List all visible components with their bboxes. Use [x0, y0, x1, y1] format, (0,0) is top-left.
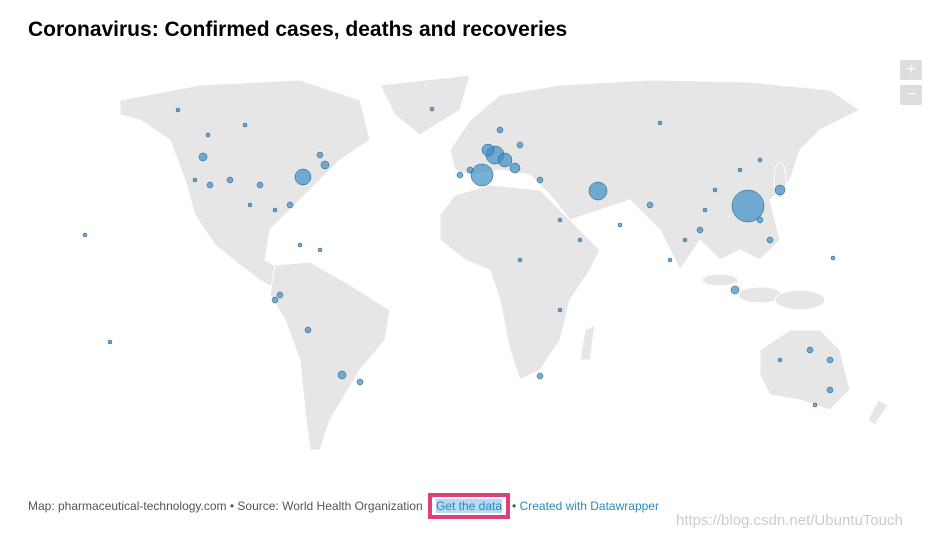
- bubble[interactable]: [516, 141, 524, 149]
- bubble[interactable]: [304, 326, 312, 334]
- bubble[interactable]: [356, 378, 364, 386]
- bubble[interactable]: [256, 181, 264, 189]
- bubble[interactable]: [826, 356, 834, 364]
- bubble[interactable]: [320, 160, 330, 170]
- bubble[interactable]: [812, 402, 818, 408]
- bubble[interactable]: [731, 189, 765, 223]
- bubbles: [82, 106, 836, 408]
- bubble[interactable]: [429, 106, 435, 112]
- bubble[interactable]: [696, 226, 704, 234]
- bubble[interactable]: [757, 157, 763, 163]
- bubble[interactable]: [226, 176, 234, 184]
- bubble[interactable]: [337, 370, 347, 380]
- bubble[interactable]: [774, 184, 786, 196]
- credit: Map: pharmaceutical-technology.com • Sou…: [28, 499, 423, 513]
- bubble[interactable]: [496, 126, 504, 134]
- bubble[interactable]: [294, 168, 312, 186]
- bubble[interactable]: [466, 166, 474, 174]
- bubble[interactable]: [497, 152, 513, 168]
- bubble[interactable]: [276, 291, 284, 299]
- zoom-out[interactable]: −: [900, 85, 922, 105]
- land: [119, 74, 889, 451]
- bubble[interactable]: [317, 247, 323, 253]
- bubble[interactable]: [536, 176, 544, 184]
- bubble[interactable]: [286, 201, 294, 209]
- bubble[interactable]: [702, 207, 708, 213]
- created-link[interactable]: Created with Datawrapper: [519, 499, 659, 513]
- bubble[interactable]: [577, 237, 583, 243]
- bubble[interactable]: [557, 217, 563, 223]
- map: [82, 74, 889, 451]
- bubble[interactable]: [271, 296, 279, 304]
- bubble[interactable]: [509, 162, 521, 174]
- bubble[interactable]: [588, 181, 608, 201]
- bubble[interactable]: [756, 216, 764, 224]
- bubble[interactable]: [175, 107, 181, 113]
- zoom-in[interactable]: +: [900, 60, 922, 80]
- bubble[interactable]: [82, 232, 88, 238]
- get-data-link[interactable]: Get the data: [435, 499, 503, 513]
- bubble[interactable]: [777, 357, 783, 363]
- bubble[interactable]: [646, 201, 654, 209]
- bubble[interactable]: [830, 255, 836, 261]
- bubble[interactable]: [667, 257, 673, 263]
- bubble[interactable]: [737, 167, 743, 173]
- bubble[interactable]: [826, 386, 834, 394]
- bubble[interactable]: [536, 372, 544, 380]
- bubble[interactable]: [517, 257, 523, 263]
- get-data-box: Get the data: [427, 493, 511, 519]
- bubble[interactable]: [712, 187, 718, 193]
- bubble[interactable]: [206, 181, 214, 189]
- bubble[interactable]: [481, 143, 495, 157]
- bubble[interactable]: [682, 237, 688, 243]
- bubble[interactable]: [247, 202, 253, 208]
- watermark: https://blog.csdn.net/UbuntuTouch: [676, 512, 903, 529]
- bubble[interactable]: [316, 151, 324, 159]
- bubble[interactable]: [272, 207, 278, 213]
- bubble[interactable]: [456, 171, 464, 179]
- bubble[interactable]: [205, 132, 211, 138]
- bubble[interactable]: [766, 236, 774, 244]
- bubble[interactable]: [242, 122, 248, 128]
- bubble[interactable]: [557, 307, 563, 313]
- bubble[interactable]: [806, 346, 814, 354]
- bubble[interactable]: [107, 339, 113, 345]
- bubble[interactable]: [192, 177, 198, 183]
- bubble[interactable]: [730, 285, 740, 295]
- bubble[interactable]: [470, 163, 494, 187]
- footer: Map: pharmaceutical-technology.com • Sou…: [28, 493, 659, 519]
- title: Coronavirus: Confirmed cases, deaths and…: [28, 18, 568, 41]
- bubble[interactable]: [297, 242, 303, 248]
- separator: •: [512, 499, 517, 513]
- bubble[interactable]: [198, 152, 208, 162]
- bubble[interactable]: [657, 120, 663, 126]
- bubble[interactable]: [617, 222, 623, 228]
